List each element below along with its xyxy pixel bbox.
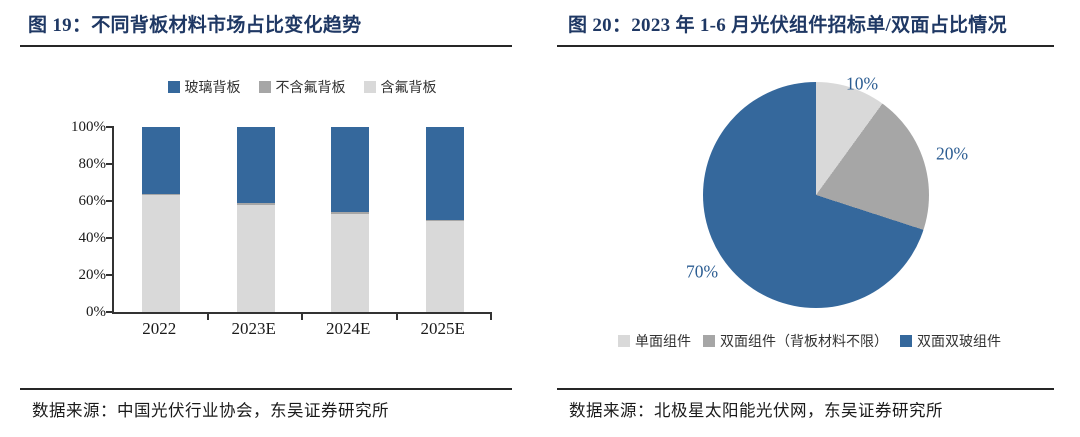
x-axis-label: 2025E: [420, 319, 465, 338]
bar-segment: [425, 221, 464, 312]
bar-segment: [142, 195, 181, 312]
legend-label: 单面组件: [635, 335, 691, 350]
stacked-bar-2023E: [236, 127, 275, 312]
pie: [703, 82, 929, 308]
bar-slot: [114, 127, 209, 312]
legend-item-bifacial-double-glass-module: 双面双玻组件: [900, 331, 1001, 351]
legend-swatch-light-gray: [363, 81, 376, 93]
legend-item-fluorine-free-backsheet: 不含氟背板: [258, 77, 346, 97]
figure-20-source: 数据来源：北极星太阳能光伏网，东吴证券研究所: [569, 401, 943, 420]
bar-chart-legend: 玻璃背板 不含氟背板 含氟背板: [92, 77, 512, 97]
bar-slot: [303, 127, 398, 312]
x-axis-tick: [490, 313, 492, 320]
legend-item-glass-backsheet: 玻璃背板: [167, 77, 241, 97]
bar-segment: [142, 193, 181, 196]
bar-slot: [398, 127, 493, 312]
x-axis-labels: 2022 2023E 2024E 2025E: [112, 319, 490, 339]
bar-segment: [236, 127, 275, 203]
legend-item-bifacial-module: 双面组件（背板材料不限）: [703, 331, 888, 351]
bar-segment: [142, 127, 181, 194]
y-axis-label: 80%: [78, 156, 107, 172]
x-axis-label: 2022: [142, 319, 177, 338]
source-rule: [557, 388, 1054, 390]
y-axis-label: 60%: [78, 193, 107, 209]
bar-segment: [236, 204, 275, 312]
legend-item-monofacial-module: 单面组件: [618, 331, 691, 351]
y-axis-label: 20%: [78, 267, 107, 283]
x-axis-label: 2024E: [326, 319, 371, 338]
y-axis-label: 40%: [78, 230, 107, 246]
legend-swatch-gray: [258, 81, 271, 93]
legend-label: 双面组件（背板材料不限）: [720, 335, 888, 350]
legend-swatch-blue: [167, 81, 180, 93]
source-rule: [20, 388, 512, 390]
legend-swatch-gray: [703, 335, 715, 347]
figure-19-title: 图 19：不同背板材料市场占比变化趋势: [28, 15, 362, 36]
bar-segment: [425, 219, 464, 222]
pie-chart-legend: 单面组件 双面组件（背板材料不限） 双面双玻组件: [557, 331, 1062, 351]
x-axis-label: 2023E: [231, 319, 276, 338]
title-rule: [557, 45, 1054, 47]
bar-slot: [209, 127, 304, 312]
figure-19-source: 数据来源：中国光伏行业协会，东吴证券研究所: [32, 401, 389, 420]
y-axis-label: 100%: [71, 119, 106, 135]
legend-label: 双面双玻组件: [917, 335, 1001, 350]
legend-label: 玻璃背板: [184, 81, 241, 96]
figure-20-panel: 图 20：2023 年 1-6 月光伏组件招标单/双面占比情况 10% 20% …: [557, 0, 1062, 437]
legend-label: 不含氟背板: [275, 81, 346, 96]
legend-swatch-blue: [900, 335, 912, 347]
bar-segment: [331, 212, 370, 214]
y-axis-label: 0%: [86, 304, 106, 320]
bar-segment: [425, 127, 464, 220]
stacked-bar-2024E: [331, 127, 370, 312]
bar-segment: [236, 202, 275, 205]
pie-slice-label-70: 70%: [685, 261, 719, 282]
title-rule: [20, 45, 512, 47]
bar-segment: [331, 213, 370, 312]
pie-slice-label-20: 20%: [935, 143, 969, 164]
bar-segment: [331, 127, 370, 213]
bar-plot: [112, 127, 492, 314]
legend-item-fluorine-backsheet: 含氟背板: [363, 77, 437, 97]
figure-19-panel: 图 19：不同背板材料市场占比变化趋势 玻璃背板 不含氟背板 含氟背板 100%…: [20, 0, 532, 437]
stacked-bar-2025E: [425, 127, 464, 312]
stacked-bar-2022: [142, 127, 181, 312]
legend-label: 含氟背板: [380, 81, 437, 96]
pie-slice-label-10: 10%: [845, 73, 879, 94]
legend-swatch-light-gray: [618, 335, 630, 347]
figure-20-title: 图 20：2023 年 1-6 月光伏组件招标单/双面占比情况: [568, 15, 1007, 36]
